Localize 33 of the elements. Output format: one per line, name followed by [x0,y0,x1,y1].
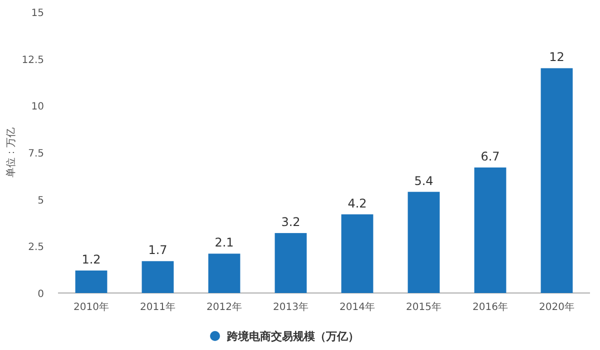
y-tick-label: 2.5 [28,242,44,254]
data-label: 1.2 [82,252,101,267]
x-tick-label: 2010年 [74,301,109,313]
bar [208,254,240,293]
bar [274,233,307,293]
x-tick-label: 2015年 [406,301,442,313]
data-label: 2.1 [214,236,234,250]
data-label: 3.2 [281,215,300,230]
bar [341,214,374,293]
bar [142,261,174,293]
x-tick-label: 2011年 [140,301,176,313]
data-label: 12 [549,50,564,64]
data-label: 5.4 [414,174,434,188]
data-label: 6.7 [480,149,500,164]
y-tick-label: 7.5 [28,148,44,160]
bar [540,68,573,293]
bar [75,270,108,293]
y-axis-title: 单位：万亿 [5,128,17,178]
bar [408,192,440,293]
x-tick-label: 2013年 [273,301,308,313]
legend-label: 跨境电商交易规模（万亿） [226,330,359,343]
data-label: 4.2 [348,196,367,210]
x-tick-label: 2014年 [340,301,375,313]
bar [474,167,506,293]
data-label: 1.7 [148,243,168,258]
y-tick-label: 10 [31,102,44,113]
x-tick-label: 2020年 [539,301,574,313]
y-tick-label: 0 [38,289,44,300]
x-tick-label: 2012年 [206,301,242,313]
y-tick-label: 15 [31,8,44,19]
x-tick-label: 2016年 [472,301,508,313]
y-tick-label: 5 [38,195,44,206]
y-tick-label: 12.5 [22,54,44,66]
